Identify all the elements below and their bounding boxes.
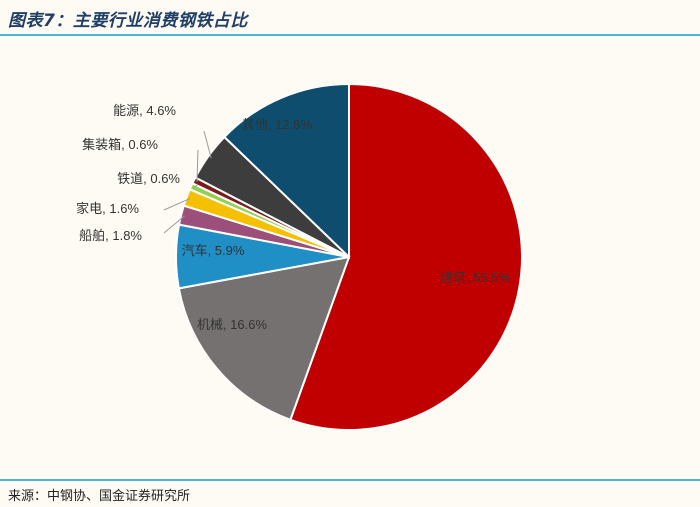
leader-line-7 bbox=[203, 130, 212, 159]
footer-divider bbox=[0, 479, 700, 481]
pie-slice-8 bbox=[222, 82, 350, 260]
leader-line-4 bbox=[163, 198, 191, 211]
slice-label-7: 能源, 4.6% bbox=[113, 103, 176, 118]
pie-slice-1 bbox=[177, 255, 351, 422]
slice-label-2: 汽车, 5.9% bbox=[182, 243, 245, 258]
slice-label-0: 建筑, 55.5% bbox=[440, 270, 511, 285]
leader-line-6 bbox=[196, 149, 199, 182]
leader-line-5 bbox=[193, 183, 199, 189]
leader-line-3 bbox=[163, 215, 185, 234]
title-divider bbox=[0, 34, 700, 36]
slice-label-1: 机械, 16.6% bbox=[197, 317, 268, 332]
pie-slice-0 bbox=[289, 82, 523, 431]
slice-label-6: 集装箱, 0.6% bbox=[82, 137, 158, 152]
source-note: 来源：中钢协、国金证券研究所 bbox=[8, 489, 191, 504]
slice-label-8: 其他, 12.8% bbox=[242, 117, 313, 132]
pie-chart: 建筑, 55.5% 机械, 16.6% 汽车, 5.9% 船舶, 1.8% 家电, 1.… bbox=[76, 82, 523, 431]
slice-label-4: 家电, 1.6% bbox=[76, 201, 139, 216]
slice-label-5: 铁道, 0.6% bbox=[117, 171, 180, 186]
chart-title: 图表7：主要行业消费钢铁占比 bbox=[8, 11, 248, 31]
slice-label-3: 船舶, 1.8% bbox=[79, 228, 142, 243]
